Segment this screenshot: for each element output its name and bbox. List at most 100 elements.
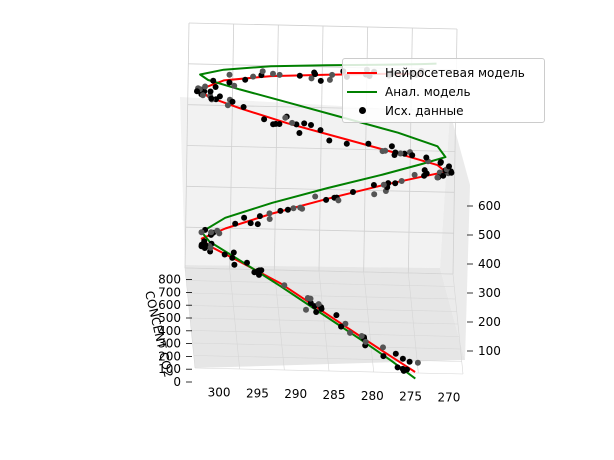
data-point <box>296 130 303 136</box>
y-tick-label: 200 <box>158 349 181 363</box>
data-point <box>313 309 320 315</box>
data-point <box>256 213 263 220</box>
legend-line-red <box>347 72 377 74</box>
data-point <box>194 88 200 95</box>
data-point <box>303 306 309 313</box>
data-point <box>212 84 219 90</box>
data-point <box>247 220 254 227</box>
data-point <box>207 244 214 251</box>
data-point <box>276 71 283 78</box>
data-point <box>406 358 413 365</box>
data-point <box>371 191 378 198</box>
x-tick-label: 275 <box>399 390 422 404</box>
axis-ticks: 300 295 290 285 280 275 2700100200300400500600… <box>158 199 501 405</box>
data-point <box>230 249 237 256</box>
data-point <box>437 159 444 166</box>
data-point <box>315 301 322 308</box>
z-tick-label: 100 <box>478 344 501 358</box>
series-line-1 <box>199 62 447 380</box>
data-point <box>270 121 277 128</box>
data-point <box>370 182 377 188</box>
x-tick-label: 295 <box>246 386 269 400</box>
data-point <box>259 68 266 75</box>
data-point <box>210 77 217 84</box>
data-point <box>326 137 333 144</box>
data-point <box>397 150 404 157</box>
data-point <box>409 152 416 159</box>
grid-line <box>318 270 330 372</box>
data-point <box>380 353 387 360</box>
data-point <box>254 221 261 228</box>
data-point <box>201 245 208 251</box>
data-point <box>398 178 405 184</box>
back-pane <box>180 97 450 268</box>
data-point <box>289 119 296 126</box>
legend-dot-black <box>359 107 366 114</box>
data-point <box>311 69 318 76</box>
legend-item-analytical: Анал. модель <box>343 82 471 102</box>
data-point <box>326 76 333 83</box>
data-point <box>411 171 418 178</box>
y-tick-label: 300 <box>158 337 181 351</box>
x-tick-label: 290 <box>284 387 307 401</box>
data-point <box>333 312 340 319</box>
data-point <box>392 149 399 156</box>
data-point <box>284 206 291 213</box>
data-point <box>414 359 421 366</box>
data-point <box>392 350 399 357</box>
legend-label-analytical: Анал. модель <box>385 85 471 99</box>
data-point <box>244 259 250 266</box>
y-tick-label: 100 <box>158 362 181 376</box>
data-point <box>281 282 288 289</box>
data-point <box>338 323 345 330</box>
series-layer <box>199 62 447 380</box>
data-point <box>312 193 319 200</box>
data-point <box>446 163 452 170</box>
x-tick-label: 280 <box>361 389 384 403</box>
legend: Нейросетевая модель Анал. модель Исх. да… <box>342 58 545 123</box>
data-point <box>342 320 349 327</box>
data-point <box>297 204 304 211</box>
grid-line <box>363 271 374 373</box>
y-tick-label: 500 <box>158 311 181 325</box>
data-point <box>423 154 430 161</box>
data-point <box>343 140 350 147</box>
data-point <box>208 95 215 102</box>
data-point <box>307 300 314 306</box>
data-point <box>226 71 233 78</box>
data-point <box>388 143 395 150</box>
data-point <box>399 355 406 362</box>
grid-line <box>185 226 454 234</box>
legend-label-neural: Нейросетевая модель <box>385 66 525 80</box>
data-point <box>380 344 386 351</box>
data-point <box>290 205 297 212</box>
data-point <box>231 82 238 89</box>
data-point <box>242 76 249 83</box>
data-point <box>404 366 410 373</box>
y-tick-label: 600 <box>158 298 181 312</box>
z-tick-label: 400 <box>478 257 501 271</box>
y-tick-label: 0 <box>173 375 181 389</box>
data-point <box>382 147 389 154</box>
grid-line <box>229 268 240 370</box>
data-point <box>365 140 372 147</box>
data-point <box>317 77 324 84</box>
y-tick-label: 700 <box>158 285 181 299</box>
grid-line <box>274 269 285 371</box>
data-point <box>392 180 399 187</box>
data-point <box>296 72 303 79</box>
data-point <box>317 127 324 134</box>
data-point <box>214 227 221 234</box>
data-point <box>358 333 365 339</box>
data-point <box>241 214 248 221</box>
data-point <box>266 210 273 217</box>
data-point <box>308 75 315 82</box>
data-point <box>229 254 236 261</box>
data-point <box>232 220 239 227</box>
data-point <box>240 104 247 110</box>
data-point <box>231 261 238 268</box>
data-point <box>207 88 214 95</box>
x-tick-label: 300 <box>208 385 231 399</box>
data-point <box>224 102 231 109</box>
grid-line <box>408 272 419 374</box>
